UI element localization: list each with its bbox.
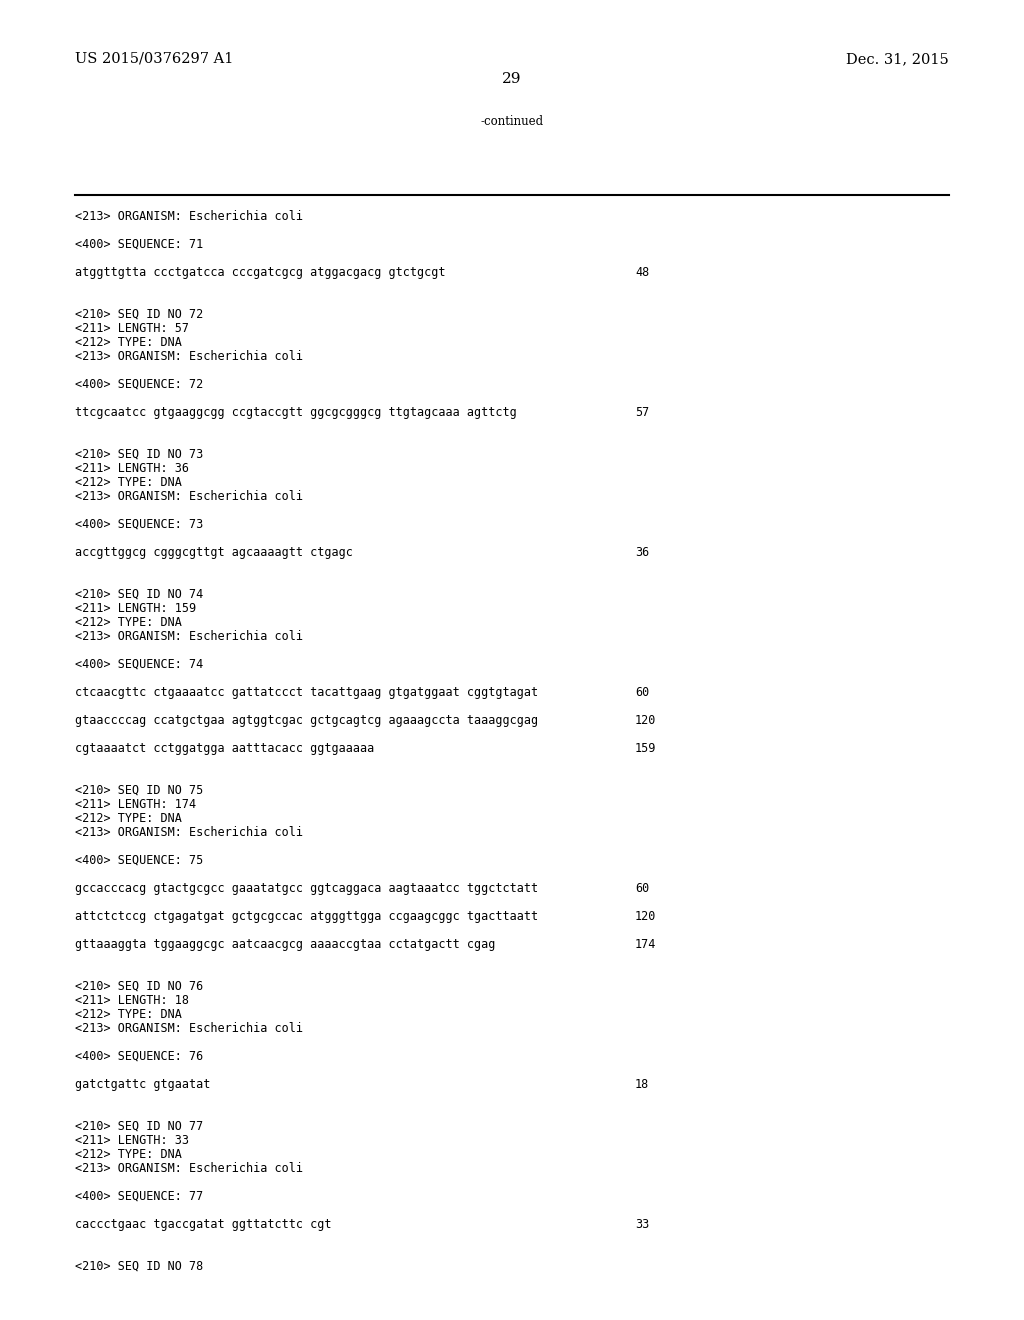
Text: atggttgtta ccctgatcca cccgatcgcg atggacgacg gtctgcgt: atggttgtta ccctgatcca cccgatcgcg atggacg…	[75, 267, 445, 279]
Text: 36: 36	[635, 546, 649, 558]
Text: 120: 120	[635, 714, 656, 727]
Text: <213> ORGANISM: Escherichia coli: <213> ORGANISM: Escherichia coli	[75, 826, 303, 840]
Text: gtaaccccag ccatgctgaa agtggtcgac gctgcagtcg agaaagccta taaaggcgag: gtaaccccag ccatgctgaa agtggtcgac gctgcag…	[75, 714, 539, 727]
Text: Dec. 31, 2015: Dec. 31, 2015	[846, 51, 949, 66]
Text: -continued: -continued	[480, 115, 544, 128]
Text: <210> SEQ ID NO 77: <210> SEQ ID NO 77	[75, 1119, 203, 1133]
Text: <400> SEQUENCE: 72: <400> SEQUENCE: 72	[75, 378, 203, 391]
Text: 60: 60	[635, 686, 649, 700]
Text: <213> ORGANISM: Escherichia coli: <213> ORGANISM: Escherichia coli	[75, 1162, 303, 1175]
Text: 60: 60	[635, 882, 649, 895]
Text: gccacccacg gtactgcgcc gaaatatgcc ggtcaggaca aagtaaatcc tggctctatt: gccacccacg gtactgcgcc gaaatatgcc ggtcagg…	[75, 882, 539, 895]
Text: accgttggcg cgggcgttgt agcaaaagtt ctgagc: accgttggcg cgggcgttgt agcaaaagtt ctgagc	[75, 546, 353, 558]
Text: <213> ORGANISM: Escherichia coli: <213> ORGANISM: Escherichia coli	[75, 630, 303, 643]
Text: <400> SEQUENCE: 73: <400> SEQUENCE: 73	[75, 517, 203, 531]
Text: 18: 18	[635, 1078, 649, 1092]
Text: <210> SEQ ID NO 72: <210> SEQ ID NO 72	[75, 308, 203, 321]
Text: <213> ORGANISM: Escherichia coli: <213> ORGANISM: Escherichia coli	[75, 210, 303, 223]
Text: <210> SEQ ID NO 78: <210> SEQ ID NO 78	[75, 1261, 203, 1272]
Text: 29: 29	[502, 73, 522, 86]
Text: <210> SEQ ID NO 76: <210> SEQ ID NO 76	[75, 979, 203, 993]
Text: 48: 48	[635, 267, 649, 279]
Text: ctcaacgttc ctgaaaatcc gattatccct tacattgaag gtgatggaat cggtgtagat: ctcaacgttc ctgaaaatcc gattatccct tacattg…	[75, 686, 539, 700]
Text: <212> TYPE: DNA: <212> TYPE: DNA	[75, 1008, 182, 1020]
Text: <400> SEQUENCE: 75: <400> SEQUENCE: 75	[75, 854, 203, 867]
Text: <211> LENGTH: 174: <211> LENGTH: 174	[75, 799, 197, 810]
Text: <210> SEQ ID NO 73: <210> SEQ ID NO 73	[75, 447, 203, 461]
Text: <211> LENGTH: 159: <211> LENGTH: 159	[75, 602, 197, 615]
Text: <211> LENGTH: 36: <211> LENGTH: 36	[75, 462, 189, 475]
Text: US 2015/0376297 A1: US 2015/0376297 A1	[75, 51, 233, 66]
Text: <213> ORGANISM: Escherichia coli: <213> ORGANISM: Escherichia coli	[75, 1022, 303, 1035]
Text: <212> TYPE: DNA: <212> TYPE: DNA	[75, 1148, 182, 1162]
Text: gatctgattc gtgaatat: gatctgattc gtgaatat	[75, 1078, 210, 1092]
Text: <400> SEQUENCE: 77: <400> SEQUENCE: 77	[75, 1191, 203, 1203]
Text: caccctgaac tgaccgatat ggttatcttc cgt: caccctgaac tgaccgatat ggttatcttc cgt	[75, 1218, 332, 1232]
Text: <400> SEQUENCE: 74: <400> SEQUENCE: 74	[75, 657, 203, 671]
Text: <210> SEQ ID NO 75: <210> SEQ ID NO 75	[75, 784, 203, 797]
Text: <211> LENGTH: 18: <211> LENGTH: 18	[75, 994, 189, 1007]
Text: <210> SEQ ID NO 74: <210> SEQ ID NO 74	[75, 587, 203, 601]
Text: 33: 33	[635, 1218, 649, 1232]
Text: 57: 57	[635, 407, 649, 418]
Text: attctctccg ctgagatgat gctgcgccac atgggttgga ccgaagcggc tgacttaatt: attctctccg ctgagatgat gctgcgccac atgggtt…	[75, 909, 539, 923]
Text: ttcgcaatcc gtgaaggcgg ccgtaccgtt ggcgcgggcg ttgtagcaaa agttctg: ttcgcaatcc gtgaaggcgg ccgtaccgtt ggcgcgg…	[75, 407, 517, 418]
Text: <400> SEQUENCE: 71: <400> SEQUENCE: 71	[75, 238, 203, 251]
Text: <213> ORGANISM: Escherichia coli: <213> ORGANISM: Escherichia coli	[75, 350, 303, 363]
Text: cgtaaaatct cctggatgga aatttacacc ggtgaaaaa: cgtaaaatct cctggatgga aatttacacc ggtgaaa…	[75, 742, 374, 755]
Text: <213> ORGANISM: Escherichia coli: <213> ORGANISM: Escherichia coli	[75, 490, 303, 503]
Text: 120: 120	[635, 909, 656, 923]
Text: gttaaaggta tggaaggcgc aatcaacgcg aaaaccgtaa cctatgactt cgag: gttaaaggta tggaaggcgc aatcaacgcg aaaaccg…	[75, 939, 496, 950]
Text: <211> LENGTH: 33: <211> LENGTH: 33	[75, 1134, 189, 1147]
Text: <212> TYPE: DNA: <212> TYPE: DNA	[75, 812, 182, 825]
Text: <211> LENGTH: 57: <211> LENGTH: 57	[75, 322, 189, 335]
Text: 174: 174	[635, 939, 656, 950]
Text: <212> TYPE: DNA: <212> TYPE: DNA	[75, 616, 182, 630]
Text: <212> TYPE: DNA: <212> TYPE: DNA	[75, 337, 182, 348]
Text: 159: 159	[635, 742, 656, 755]
Text: <400> SEQUENCE: 76: <400> SEQUENCE: 76	[75, 1049, 203, 1063]
Text: <212> TYPE: DNA: <212> TYPE: DNA	[75, 477, 182, 488]
